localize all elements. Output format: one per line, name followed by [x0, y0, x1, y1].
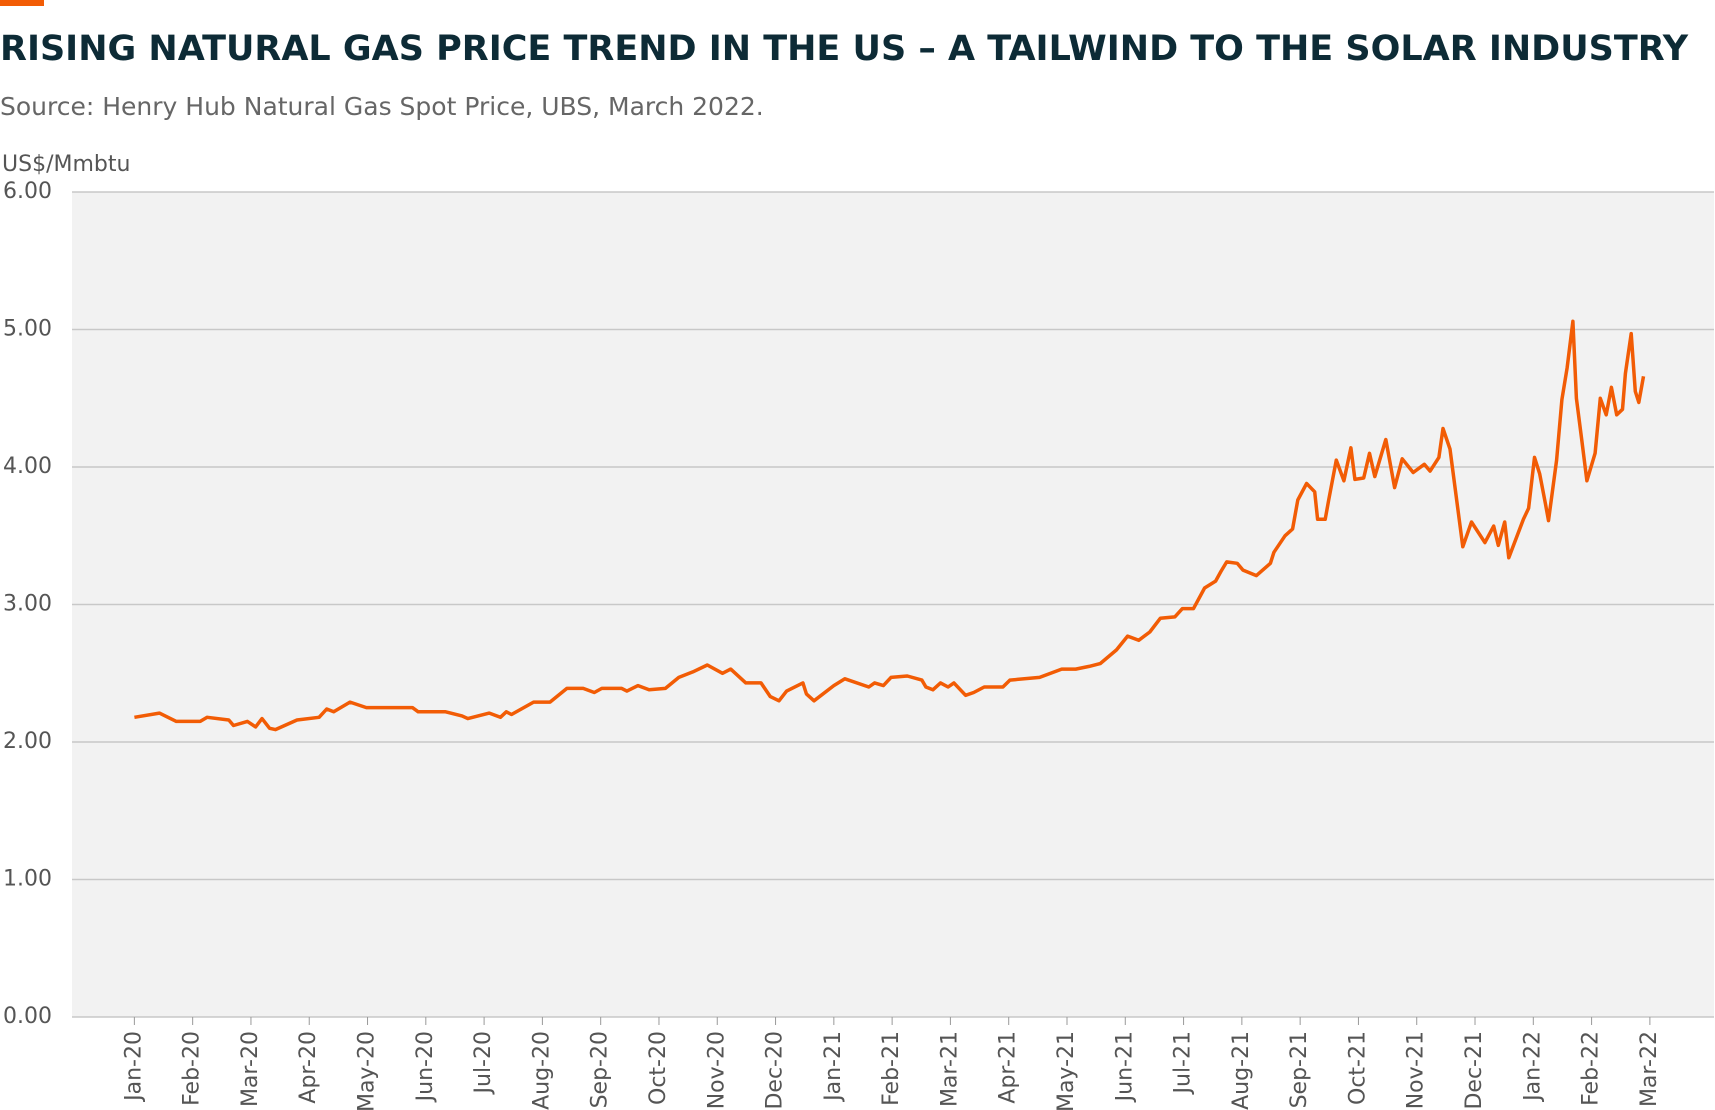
- x-tick-label: Jan-22: [1520, 1031, 1545, 1103]
- x-tick-label: Jun-21: [1112, 1031, 1137, 1103]
- chart-subtitle: Source: Henry Hub Natural Gas Spot Price…: [0, 92, 764, 121]
- x-tick-label: Mar-20: [238, 1031, 263, 1107]
- x-tick-label: Oct-21: [1345, 1031, 1370, 1105]
- x-tick-label: May-21: [1054, 1031, 1079, 1110]
- x-tick-label: Oct-20: [646, 1031, 671, 1105]
- x-tick-label: Aug-21: [1229, 1031, 1254, 1110]
- x-tick-label: Sep-21: [1287, 1031, 1312, 1108]
- x-tick-label: Apr-21: [996, 1031, 1021, 1104]
- price-line: [134, 319, 1646, 732]
- x-tick-label: Dec-21: [1462, 1031, 1487, 1110]
- y-tick-label: 4.00: [3, 454, 52, 479]
- y-tick-label: 2.00: [3, 729, 52, 754]
- accent-bar: [0, 0, 44, 6]
- y-tick-label: 1.00: [3, 867, 52, 892]
- x-tick-label: Feb-20: [180, 1031, 205, 1106]
- x-tick-label: Nov-21: [1404, 1031, 1429, 1109]
- y-axis-label: US$/Mmbtu: [2, 152, 130, 177]
- x-tick-label: Jun-20: [413, 1031, 438, 1103]
- x-tick-label: Mar-21: [937, 1031, 962, 1107]
- x-tick-label: Dec-20: [763, 1031, 788, 1110]
- x-tick-label: Mar-22: [1637, 1031, 1662, 1107]
- x-tick-label: Aug-20: [529, 1031, 554, 1110]
- x-tick-label: Feb-22: [1579, 1031, 1604, 1106]
- x-tick-label: Sep-20: [588, 1031, 613, 1108]
- x-tick-label: Jul-21: [1171, 1031, 1196, 1095]
- y-tick-label: 6.00: [3, 179, 52, 204]
- x-tick-label: May-20: [355, 1031, 380, 1110]
- x-tick-label: Jan-20: [121, 1031, 146, 1103]
- y-tick-label: 0.00: [3, 1004, 52, 1029]
- x-tick-label: Nov-20: [704, 1031, 729, 1109]
- x-tick-label: Apr-20: [296, 1031, 321, 1104]
- x-tick-label: Jul-20: [471, 1031, 496, 1095]
- x-tick-label: Jan-21: [821, 1031, 846, 1103]
- y-tick-label: 5.00: [3, 317, 52, 342]
- chart-title: RISING NATURAL GAS PRICE TREND IN THE US…: [0, 29, 1689, 69]
- y-tick-label: 3.00: [3, 592, 52, 617]
- x-tick-label: Feb-21: [879, 1031, 904, 1106]
